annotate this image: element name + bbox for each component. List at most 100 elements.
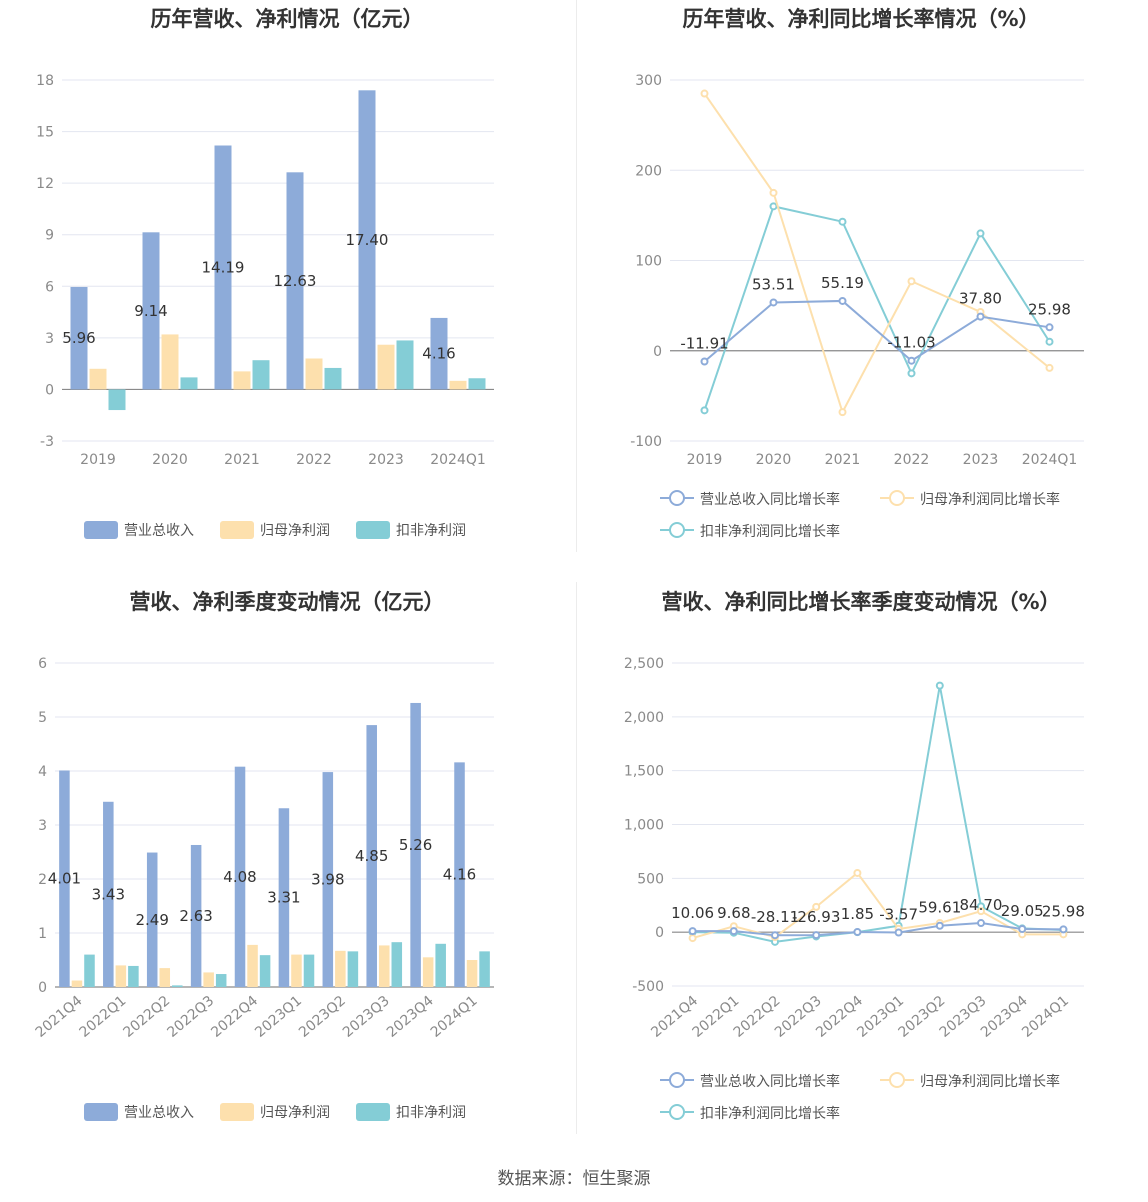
bar-3 <box>108 389 126 411</box>
line-point-3 <box>769 202 778 211</box>
x-tick-label: 2024Q1 <box>1022 452 1078 468</box>
x-tick-label: 2022Q4 <box>208 993 261 1041</box>
line-data-label: 59.61 <box>918 899 961 917</box>
legend-label: 扣非净利润 <box>396 523 466 539</box>
legend-swatch-marker <box>669 1072 685 1088</box>
y-tick-label: 300 <box>635 73 662 89</box>
y-tick-label: 100 <box>635 254 662 270</box>
x-tick-label: 2019 <box>80 452 116 468</box>
bar-1 <box>234 766 246 987</box>
bar-data-label: 3.43 <box>92 885 125 903</box>
quarterly-amounts-chart: 营收、净利季度变动情况（亿元） 0 1 2 3 4 5 6 2021Q4 2022Q1 2022Q2… <box>0 582 574 1142</box>
x-tick-label: 2021Q4 <box>33 993 86 1041</box>
bar-data-label: 4.08 <box>223 868 256 886</box>
x-tick-label: 2020 <box>756 452 792 468</box>
legend-swatch-marker <box>889 490 905 506</box>
line-data-label: -3.57 <box>879 906 918 924</box>
line-point-2 <box>977 907 985 916</box>
y-tick-label: 2 <box>38 872 47 888</box>
x-tick-label: 2023Q2 <box>296 993 349 1041</box>
line-data-label: 9.68 <box>717 904 750 922</box>
x-tick-label: 2023 <box>963 452 999 468</box>
line-data-label: -26.93 <box>792 908 840 926</box>
annual-amounts-chart: 历年营收、净利情况（亿元） -3 0 3 6 9 12 15 18 2019 2020 2021 202… <box>0 0 574 560</box>
y-tick-label: 0 <box>653 344 662 360</box>
y-tick-label: 1,500 <box>624 764 664 780</box>
legend-swatch <box>220 521 254 539</box>
bar-2 <box>466 960 478 987</box>
x-tick-label: 2021 <box>825 452 861 468</box>
annual-amounts-svg: 历年营收、净利情况（亿元） -3 0 3 6 9 12 15 18 2019 2020 2021 202… <box>36 7 494 539</box>
line-series-3 <box>692 685 1064 943</box>
line-series-2 <box>703 92 1051 415</box>
legend-swatch <box>356 521 390 539</box>
line-point-2 <box>907 277 916 286</box>
y-tick-label: 2,000 <box>624 710 664 726</box>
bar-2 <box>115 965 127 987</box>
line-point-1 <box>838 296 847 305</box>
y-tick-label: -100 <box>630 434 662 450</box>
chart-title: 营收、净利同比增长率季度变动情况（%） <box>661 590 1060 614</box>
x-tick-label: 2019 <box>687 452 723 468</box>
line-point-1 <box>771 931 779 940</box>
y-tick-label: 0 <box>45 382 54 398</box>
y-tick-label: 500 <box>637 871 664 887</box>
y-tick-label: 2,500 <box>624 656 664 672</box>
bar-1 <box>278 808 290 987</box>
line-data-label: -11.91 <box>680 334 728 352</box>
bar-data-label: 2.49 <box>136 911 169 929</box>
line-series-2 <box>692 871 1064 940</box>
line-data-label: -28.11 <box>751 908 799 926</box>
x-tick-label: 2024Q1 <box>430 452 486 468</box>
y-tick-label: 0 <box>655 925 664 941</box>
line-point-1 <box>700 357 709 366</box>
y-tick-label: -3 <box>40 434 54 450</box>
bar-1 <box>59 770 70 987</box>
bar-data-label: 4.16 <box>443 866 476 884</box>
line-point-2 <box>688 934 697 943</box>
bar-1 <box>146 852 158 987</box>
line-point-1 <box>894 928 903 937</box>
bar-3 <box>128 965 139 987</box>
bar-2 <box>89 368 107 390</box>
line-point-1 <box>935 921 944 930</box>
bar-3 <box>396 340 414 390</box>
x-tick-label: 2023Q1 <box>252 993 305 1041</box>
line-point-2 <box>1045 363 1054 372</box>
bar-2 <box>335 950 346 987</box>
line-series-1 <box>692 922 1064 937</box>
line-point-2 <box>812 902 821 911</box>
bar-1 <box>430 317 448 390</box>
panel-divider-top <box>576 0 577 552</box>
y-tick-label: 6 <box>45 279 54 295</box>
line-data-label: 25.98 <box>1028 300 1071 318</box>
bar-3 <box>479 951 490 987</box>
bar-data-label: 3.31 <box>267 889 300 907</box>
quarterly-growth-svg: 营收、净利同比增长率季度变动情况（%） -500 0 500 1,000 1,500 2,0… <box>624 590 1085 1122</box>
bar-data-label: 5.26 <box>399 836 432 854</box>
bar-2 <box>233 371 251 390</box>
bar-3 <box>252 360 270 390</box>
y-tick-label: 200 <box>635 163 662 179</box>
legend-swatch-marker <box>889 1072 905 1088</box>
legend-swatch-marker <box>669 490 685 506</box>
bar-1 <box>322 772 334 987</box>
bar-3 <box>180 377 198 390</box>
line-point-2 <box>700 89 709 98</box>
bar-1 <box>454 762 465 987</box>
x-tick-label: 2022 <box>296 452 332 468</box>
bar-data-label: 2.63 <box>179 907 212 925</box>
bar-2 <box>71 980 83 987</box>
x-tick-label: 2024Q1 <box>428 993 481 1041</box>
y-tick-label: 15 <box>36 125 54 141</box>
y-tick-label: 1 <box>38 926 47 942</box>
bar-2 <box>161 334 179 390</box>
y-tick-label: 18 <box>36 73 54 89</box>
legend-label: 扣非净利润 <box>396 1105 466 1121</box>
bar-data-label: 4.16 <box>422 345 455 363</box>
bar-2 <box>291 954 302 987</box>
chart-title: 历年营收、净利情况（亿元） <box>151 7 424 31</box>
line-point-3 <box>976 229 985 238</box>
line-point-1 <box>729 927 738 936</box>
line-point-1 <box>1045 323 1054 332</box>
